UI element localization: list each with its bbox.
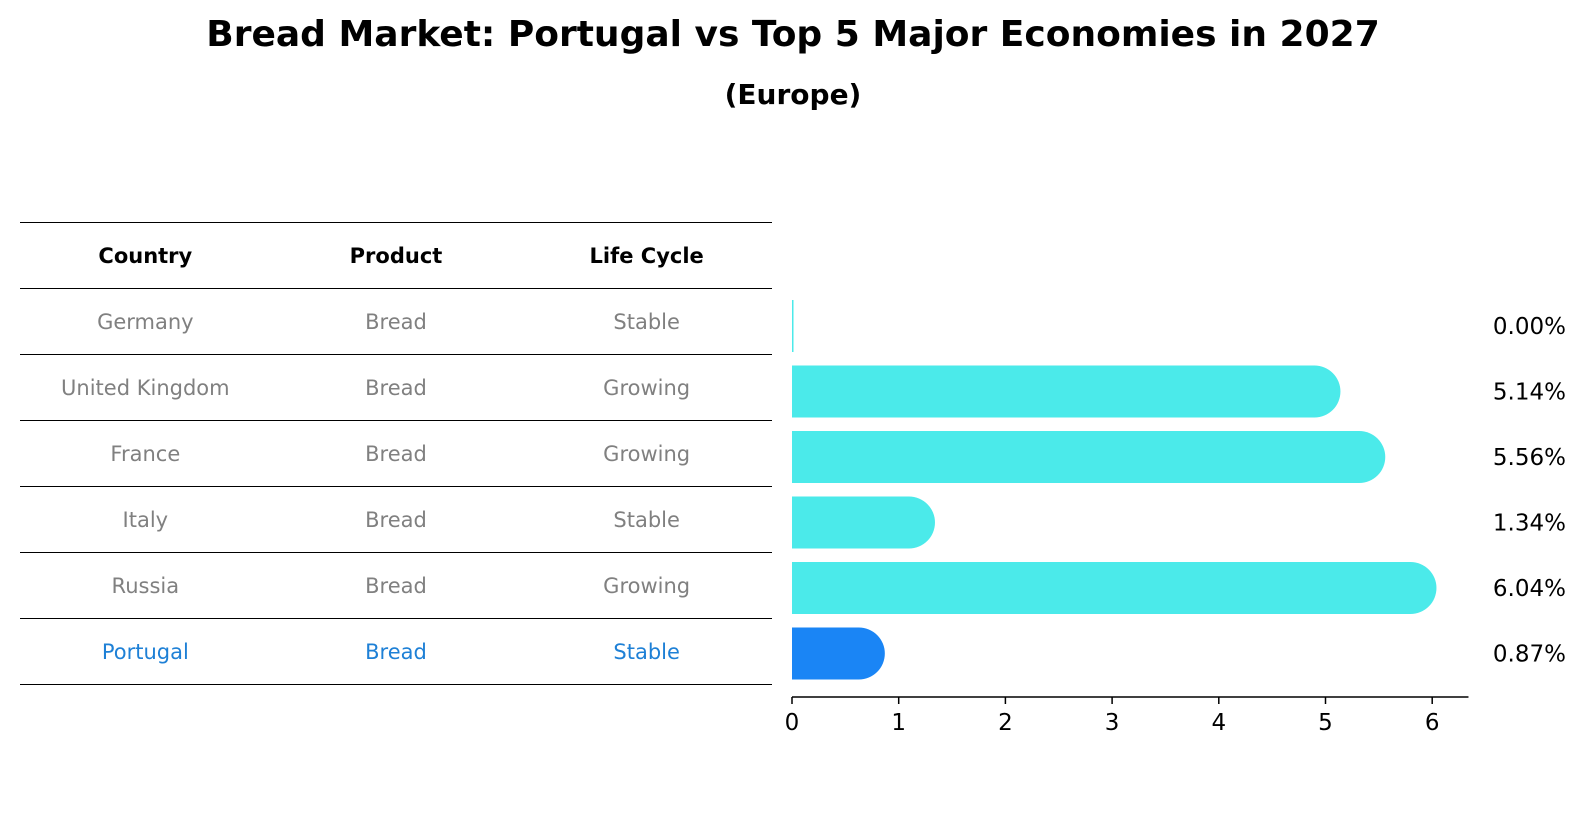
- bar-germany: [792, 300, 794, 352]
- x-tick-label: 5: [1318, 710, 1333, 736]
- cell-life-cycle: Growing: [521, 420, 772, 487]
- value-label: 6.04%: [1493, 576, 1566, 602]
- bar-portugal: [792, 627, 885, 680]
- cell-country: Italy: [20, 486, 271, 553]
- table-row: Italy Bread Stable: [20, 486, 772, 553]
- cell-country: Portugal: [20, 618, 271, 685]
- cell-product: Bread: [270, 486, 522, 553]
- table-header-row: Country Product Life Cycle: [20, 222, 772, 289]
- cell-country: Germany: [20, 288, 271, 355]
- x-tick-label: 0: [785, 710, 800, 736]
- x-tick-label: 3: [1105, 710, 1120, 736]
- x-tick-label: 2: [998, 710, 1013, 736]
- bar-russia: [792, 562, 1437, 614]
- cell-product: Bread: [270, 552, 522, 619]
- cell-life-cycle: Stable: [521, 288, 772, 355]
- x-tick-label: 6: [1425, 710, 1440, 736]
- cell-country: United Kingdom: [20, 354, 271, 421]
- value-label: 1.34%: [1493, 511, 1566, 537]
- chart-subtitle: (Europe): [724, 78, 862, 111]
- header-country: Country: [20, 222, 271, 289]
- table-row: Germany Bread Stable: [20, 288, 772, 355]
- cell-product: Bread: [270, 420, 522, 487]
- table-row-highlighted: Portugal Bread Stable: [20, 618, 772, 685]
- value-label: 0.87%: [1493, 642, 1566, 668]
- bar-italy: [792, 496, 935, 549]
- x-tick-label: 4: [1211, 710, 1226, 736]
- value-label: 5.56%: [1493, 445, 1566, 471]
- header-life-cycle: Life Cycle: [521, 222, 772, 289]
- cell-life-cycle: Growing: [521, 354, 772, 421]
- cell-country: France: [20, 420, 271, 487]
- bar-united-kingdom: [792, 365, 1341, 418]
- cell-life-cycle: Stable: [521, 618, 772, 685]
- data-table: Country Product Life Cycle Germany Bread…: [20, 222, 772, 685]
- cell-product: Bread: [270, 354, 522, 421]
- value-label: 5.14%: [1493, 380, 1566, 406]
- header-product: Product: [270, 222, 522, 289]
- chart-title: Bread Market: Portugal vs Top 5 Major Ec…: [206, 14, 1380, 55]
- bar-france: [791, 431, 1386, 483]
- table-row: France Bread Growing: [20, 420, 772, 487]
- cell-country: Russia: [20, 552, 271, 619]
- value-label: 0.00%: [1493, 314, 1566, 340]
- cell-product: Bread: [270, 618, 522, 685]
- table-row: United Kingdom Bread Growing: [20, 354, 772, 421]
- cell-life-cycle: Stable: [521, 486, 772, 553]
- cell-product: Bread: [270, 288, 522, 355]
- x-tick-label: 1: [891, 710, 906, 736]
- cell-life-cycle: Growing: [521, 552, 772, 619]
- table-row: Russia Bread Growing: [20, 552, 772, 619]
